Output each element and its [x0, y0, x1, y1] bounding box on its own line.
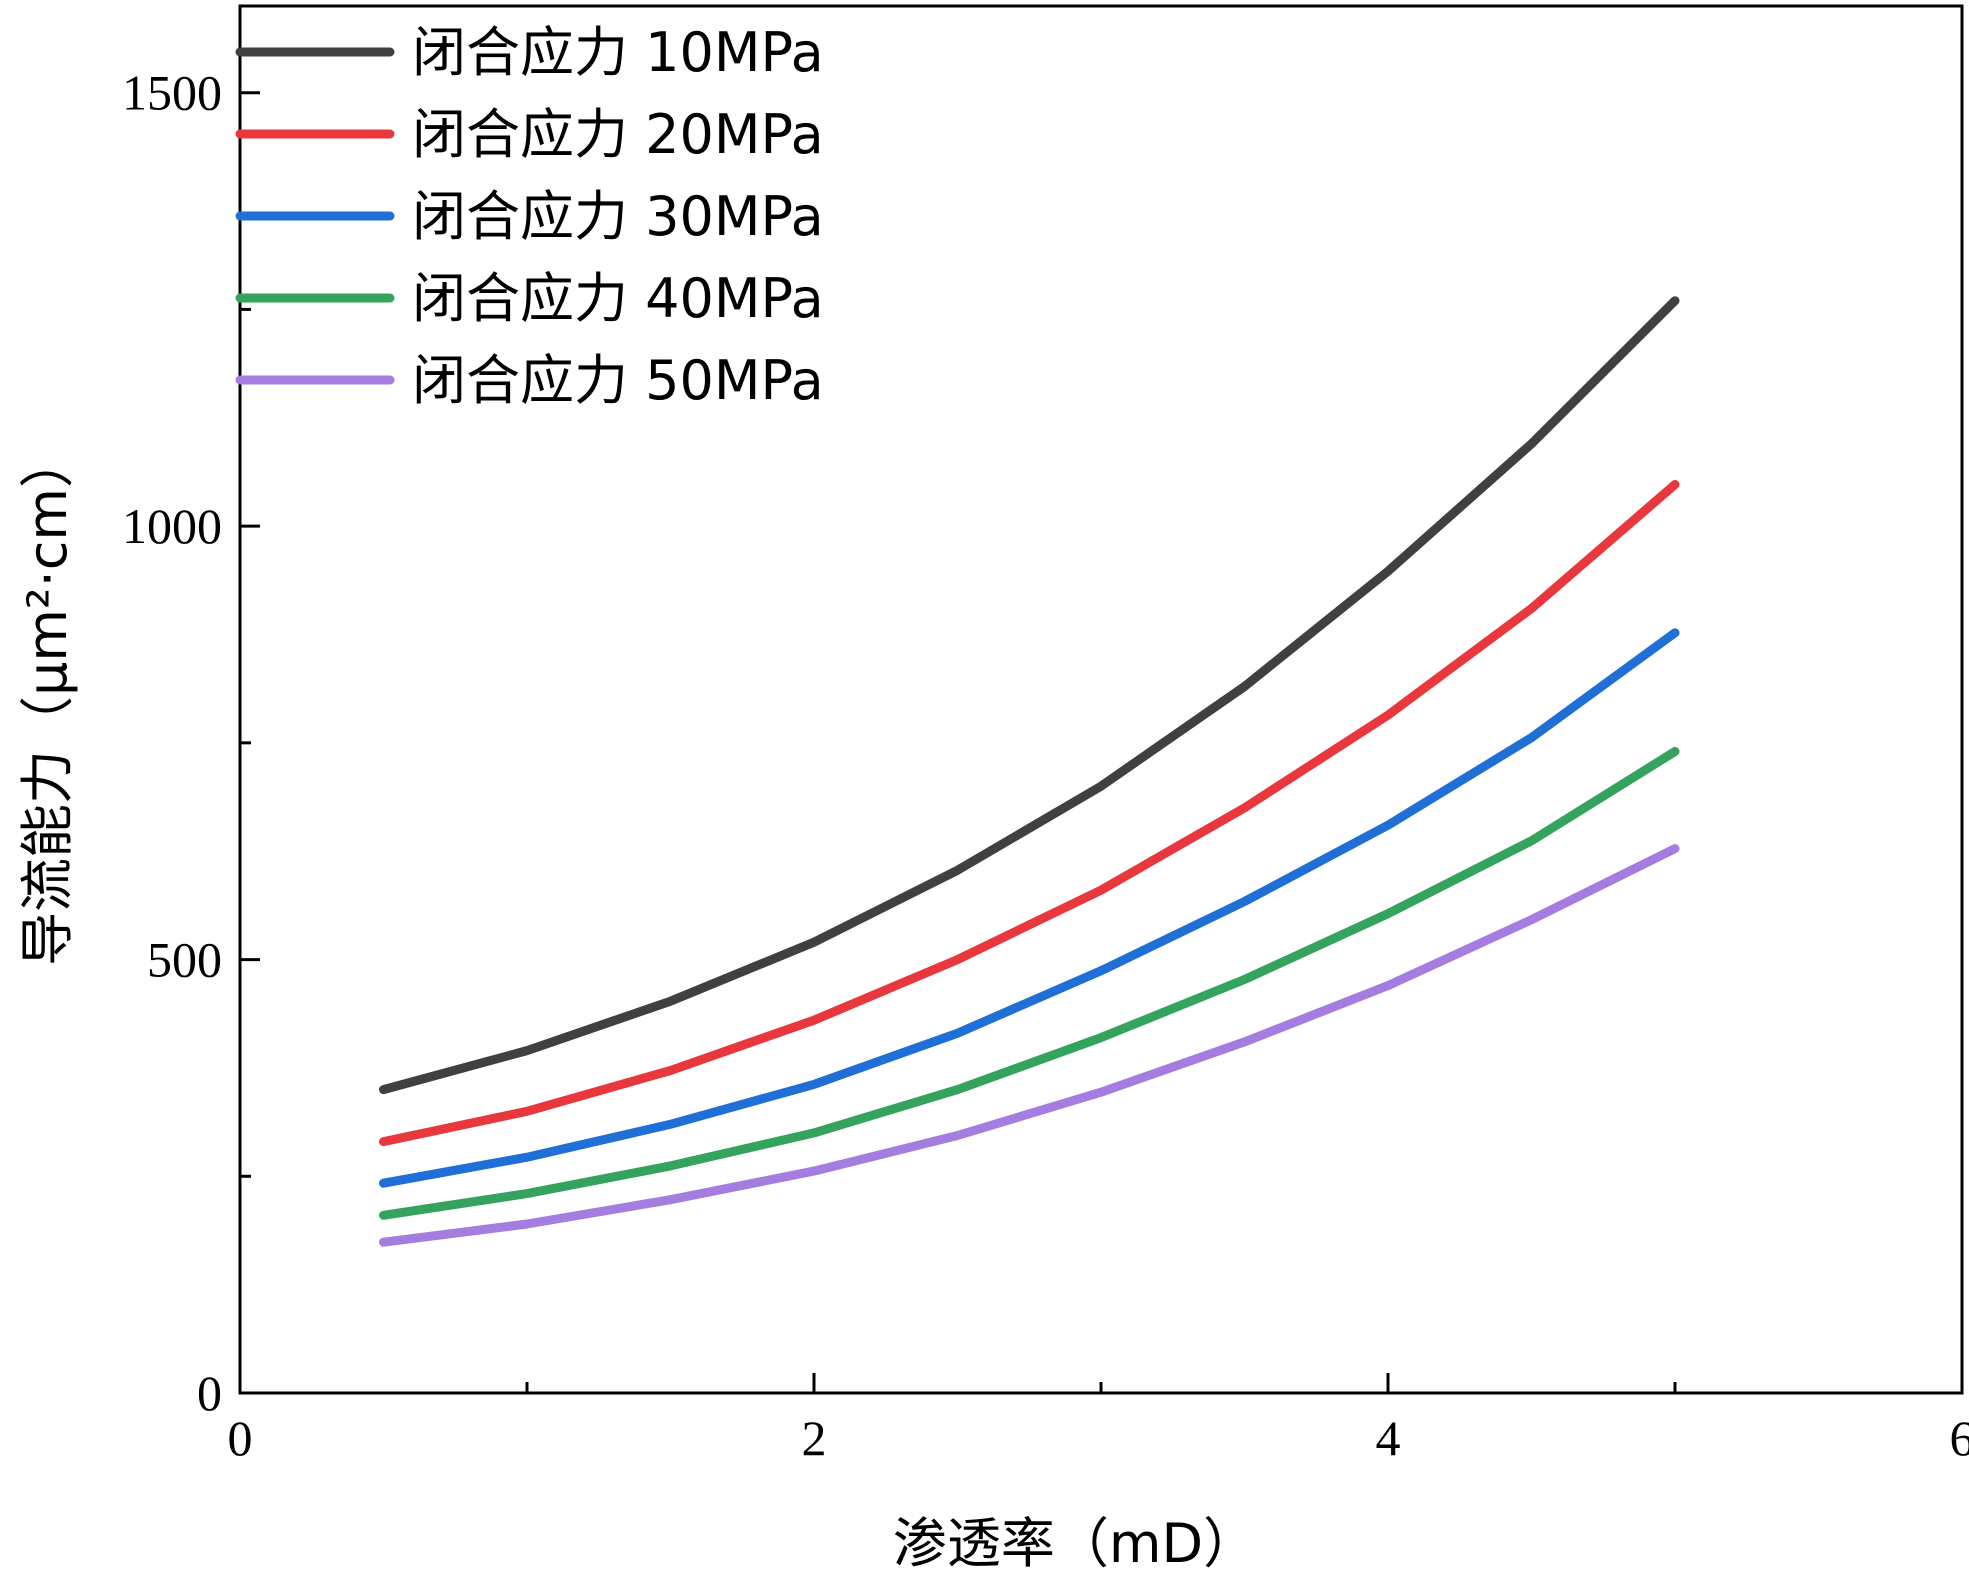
axis-tick-labels: 0 2 4 6 0 500 1000 1500 [122, 65, 1969, 1466]
y-tick-label: 1000 [122, 498, 222, 554]
series-line-2 [379, 480, 1680, 1147]
y-tick-label: 0 [197, 1365, 222, 1421]
series-line-4 [379, 747, 1680, 1220]
series-line-3 [379, 628, 1680, 1188]
series-line-1 [379, 296, 1680, 1095]
y-tick-label: 1500 [122, 65, 222, 121]
series-lines [379, 296, 1680, 1247]
x-tick-label: 4 [1376, 1410, 1401, 1466]
legend: 闭合应力 10MPa 闭合应力 20MPa 闭合应力 30MPa 闭合应力 40MPa… [235, 21, 824, 412]
y-tick-label: 500 [147, 932, 222, 988]
legend-label: 闭合应力 20MPa [412, 103, 824, 166]
axis-ticks [238, 91, 1964, 1395]
legend-item: 闭合应力 10MPa [235, 21, 824, 84]
legend-item: 闭合应力 50MPa [235, 349, 824, 412]
legend-item: 闭合应力 20MPa [235, 103, 824, 166]
x-tick-label: 2 [802, 1410, 827, 1466]
y-axis-title: 导流能力（μm²·cm） [16, 434, 79, 966]
legend-label: 闭合应力 10MPa [412, 21, 824, 84]
x-tick-label: 0 [228, 1410, 253, 1466]
series-line-5 [379, 844, 1680, 1247]
x-tick-label: 6 [1950, 1410, 1969, 1466]
legend-item: 闭合应力 40MPa [235, 267, 824, 330]
legend-label: 闭合应力 50MPa [412, 349, 824, 412]
x-axis-title: 渗透率（mD） [893, 1512, 1257, 1575]
legend-item: 闭合应力 30MPa [235, 185, 824, 248]
legend-label: 闭合应力 40MPa [412, 267, 824, 330]
legend-label: 闭合应力 30MPa [412, 185, 824, 248]
